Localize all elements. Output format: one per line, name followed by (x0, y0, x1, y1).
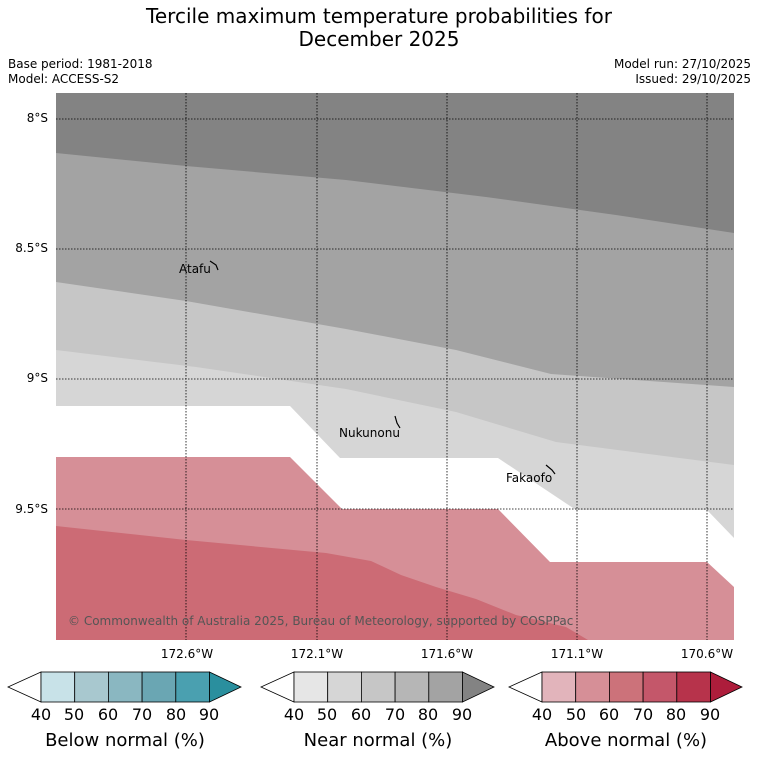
colorbar-below-normal (7, 671, 242, 703)
lon-label-171-1w: 171.1°W (550, 647, 604, 661)
cbar-near-tick-80: 80 (417, 705, 439, 724)
nukunonu-atoll-shape (394, 415, 401, 429)
cbar-near-tick-50: 50 (316, 705, 338, 724)
cbar-below-segment-80 (175, 671, 210, 703)
island-outlines (209, 260, 556, 475)
cbar-above-tick-50: 50 (565, 705, 587, 724)
colorbar-above-normal (508, 671, 743, 703)
cbar-near-segment-70 (394, 671, 430, 703)
cbar-above-tick-70: 70 (632, 705, 654, 724)
lat-label-9-5s: 9.5°S (15, 502, 48, 516)
cbar-near-upper-extension (462, 671, 495, 703)
lat-label-8-5s: 8.5°S (15, 241, 48, 255)
base-period: Base period: 1981-2018 (8, 57, 153, 71)
cbar-above-segment-40 (541, 671, 577, 703)
run-info: Model run: 27/10/2025 Issued: 29/10/2025 (614, 57, 751, 87)
cbar-below-tick-40: 40 (30, 705, 52, 724)
cbar-below-tick-50: 50 (63, 705, 85, 724)
lon-label-172-6w: 172.6°W (160, 647, 214, 661)
island-label-fakaofo: Fakaofo (506, 471, 553, 485)
lon-label-171-6w: 171.6°W (420, 647, 474, 661)
gridlines (56, 93, 734, 640)
lon-label-172-1w: 172.1°W (290, 647, 344, 661)
copyright-notice: © Commonwealth of Australia 2025, Bureau… (68, 614, 574, 628)
cbar-below-upper-extension (209, 671, 242, 703)
cbar-above-segment-80 (676, 671, 711, 703)
cbar-near-lower-extension (260, 671, 295, 703)
cbar-above-tick-90: 90 (699, 705, 721, 724)
cbar-below-tick-90: 90 (198, 705, 220, 724)
probability-map (56, 93, 734, 640)
lon-label-170-6w: 170.6°W (680, 647, 734, 661)
cbar-below-segment-40 (40, 671, 76, 703)
colorbar-near-normal (260, 671, 495, 703)
issued-date: Issued: 29/10/2025 (635, 72, 751, 86)
cbar-above-segment-70 (642, 671, 678, 703)
cbar-above-segment-50 (575, 671, 610, 703)
cbar-above-lower-extension (508, 671, 543, 703)
cbar-near-tick-90: 90 (451, 705, 473, 724)
cbar-below-segment-60 (108, 671, 143, 703)
cbar-near-tick-40: 40 (283, 705, 305, 724)
cbar-title-below-normal: Below normal (%) (45, 730, 205, 751)
cbar-below-tick-80: 80 (165, 705, 187, 724)
model-info: Base period: 1981-2018 Model: ACCESS-S2 (8, 57, 153, 87)
map-title: Tercile maximum temperature probabilitie… (0, 5, 758, 51)
model-run-date: Model run: 27/10/2025 (613, 57, 751, 71)
cbar-near-segment-80 (428, 671, 463, 703)
cbar-near-segment-50 (327, 671, 362, 703)
cbar-below-segment-50 (74, 671, 109, 703)
fakaofo-atoll-shape (545, 464, 556, 475)
title-line-2: December 2025 (298, 27, 460, 51)
model-name: Model: ACCESS-S2 (8, 72, 120, 86)
cbar-near-tick-70: 70 (384, 705, 406, 724)
cbar-title-near-normal: Near normal (%) (303, 730, 453, 751)
title-line-1: Tercile maximum temperature probabilitie… (146, 4, 612, 28)
cbar-below-tick-70: 70 (131, 705, 153, 724)
island-label-nukunonu: Nukunonu (339, 426, 400, 440)
cbar-above-segment-60 (609, 671, 644, 703)
cbar-below-tick-60: 60 (97, 705, 119, 724)
cbar-above-tick-40: 40 (531, 705, 553, 724)
cbar-near-tick-60: 60 (350, 705, 372, 724)
cbar-above-upper-extension (710, 671, 743, 703)
island-label-atafu: Atafu (179, 262, 211, 276)
cbar-below-segment-70 (141, 671, 177, 703)
cbar-below-lower-extension (7, 671, 42, 703)
cbar-above-tick-80: 80 (665, 705, 687, 724)
cbar-near-segment-40 (293, 671, 329, 703)
cbar-title-above-normal: Above normal (%) (544, 730, 708, 751)
cbar-above-tick-60: 60 (598, 705, 620, 724)
above-normal-60-region (56, 526, 588, 640)
lat-label-8s: 8°S (26, 111, 48, 125)
cbar-near-segment-60 (361, 671, 396, 703)
atafu-atoll-shape (209, 260, 219, 271)
lat-label-9s: 9°S (26, 371, 48, 385)
